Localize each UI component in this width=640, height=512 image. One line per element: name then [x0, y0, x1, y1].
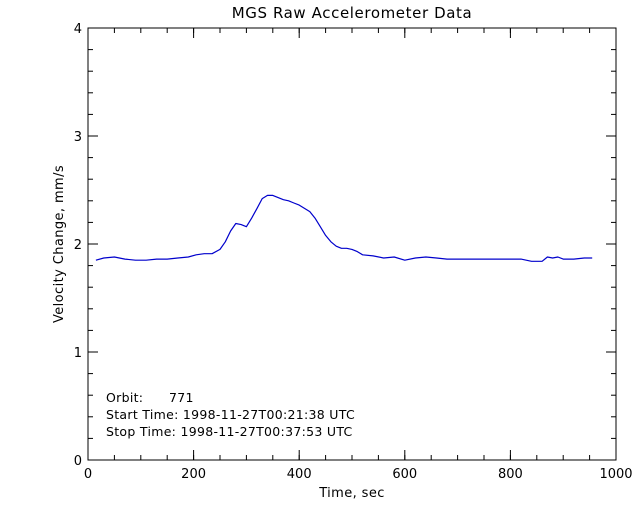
y-tick-label: 4	[74, 22, 82, 37]
x-tick-label: 400	[287, 467, 312, 482]
start-time-label: Start Time:	[106, 407, 179, 422]
y-tick-label: 3	[74, 130, 82, 145]
orbit-label: Orbit:	[106, 390, 143, 405]
start-time-row: Start Time: 1998-11-27T00:21:38 UTC	[106, 407, 355, 422]
x-axis-label: Time, sec	[318, 486, 385, 501]
axis-tick-labels: 0 200 400 600 800 1000 0 1 2 3 4	[74, 22, 633, 482]
velocity-line	[95, 194, 593, 262]
axis-ticks	[87, 27, 617, 461]
y-tick-label: 0	[74, 454, 82, 469]
orbit-row: Orbit: 771	[106, 390, 194, 405]
stop-time-row: Stop Time: 1998-11-27T00:37:53 UTC	[106, 424, 353, 439]
stop-time-label: Stop Time:	[106, 424, 176, 439]
y-tick-label: 1	[74, 346, 82, 361]
x-tick-label: 1000	[599, 467, 632, 482]
orbit-info: Orbit: 771 Start Time: 1998-11-27T00:21:…	[106, 390, 355, 439]
y-tick-label: 2	[74, 238, 82, 253]
chart-title: MGS Raw Accelerometer Data	[232, 4, 473, 22]
y-axis-label: Velocity Change, mm/s	[52, 165, 67, 323]
series-layer	[95, 194, 593, 262]
start-time-value: 1998-11-27T00:21:38 UTC	[179, 407, 355, 422]
x-tick-label: 0	[84, 467, 92, 482]
x-tick-label: 800	[498, 467, 523, 482]
x-tick-label: 200	[181, 467, 206, 482]
x-tick-label: 600	[392, 467, 417, 482]
stop-time-value: 1998-11-27T00:37:53 UTC	[176, 424, 352, 439]
orbit-value: 771	[143, 390, 193, 405]
